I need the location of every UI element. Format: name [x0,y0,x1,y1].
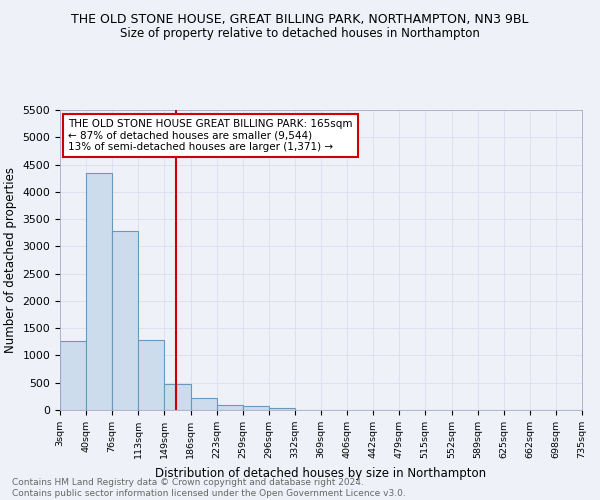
Bar [112,230,139,410]
Text: Contains HM Land Registry data © Crown copyright and database right 2024.
Contai: Contains HM Land Registry data © Crown c… [12,478,406,498]
Text: Size of property relative to detached houses in Northampton: Size of property relative to detached ho… [120,28,480,40]
Bar [217,405,242,410]
Bar [139,340,164,410]
Text: THE OLD STONE HOUSE GREAT BILLING PARK: 165sqm
← 87% of detached houses are smal: THE OLD STONE HOUSE GREAT BILLING PARK: … [68,119,352,152]
Bar [164,384,191,410]
Bar [60,340,86,410]
Bar [242,406,269,410]
Text: THE OLD STONE HOUSE, GREAT BILLING PARK, NORTHAMPTON, NN3 9BL: THE OLD STONE HOUSE, GREAT BILLING PARK,… [71,12,529,26]
X-axis label: Distribution of detached houses by size in Northampton: Distribution of detached houses by size … [155,466,487,479]
Bar [191,398,217,410]
Y-axis label: Number of detached properties: Number of detached properties [4,167,17,353]
Bar [269,408,295,410]
Bar [86,174,112,410]
